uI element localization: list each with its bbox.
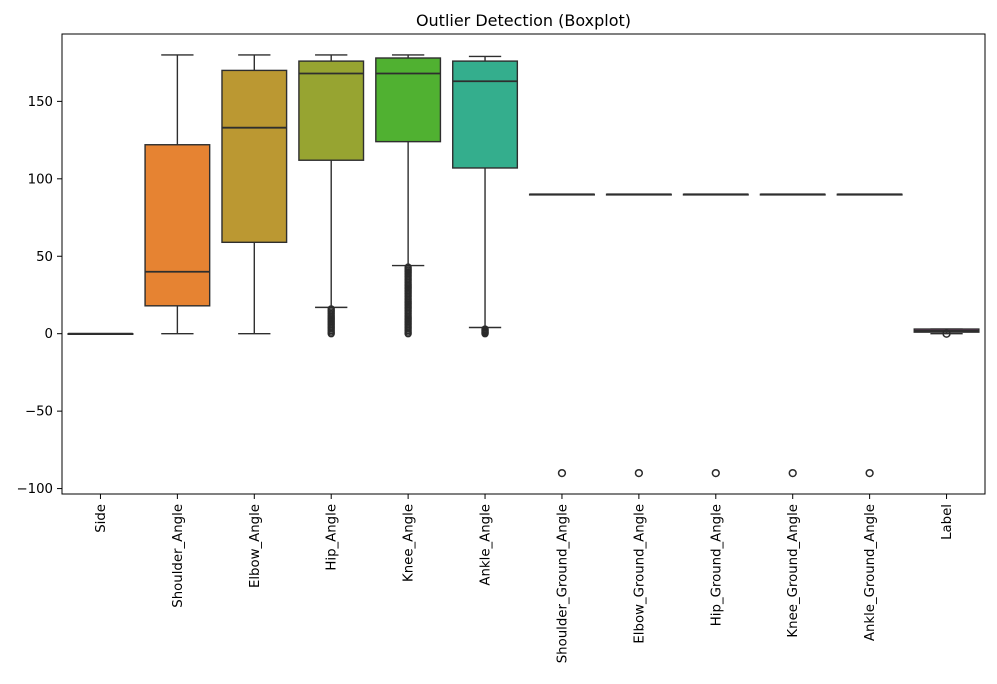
outlier-marker: [634, 468, 644, 478]
box-knee_ground_angle: [759, 193, 826, 478]
iqr-box: [452, 60, 519, 169]
box-knee_angle: [375, 54, 442, 338]
box-shoulder_angle: [144, 54, 211, 335]
box-elbow_ground_angle: [605, 193, 672, 478]
x-tick-label: Hip_Angle: [325, 504, 340, 571]
chart-title: Outlier Detection (Boxplot): [415, 11, 632, 30]
box-shoulder_ground_angle: [528, 193, 595, 478]
y-tick-label: −50: [25, 405, 53, 420]
outlier-marker: [481, 325, 489, 333]
y-tick-label: −100: [16, 482, 53, 497]
iqr-box: [298, 60, 365, 161]
box-side: [67, 332, 134, 335]
outlier-marker: [788, 468, 797, 478]
plot-frame: [61, 33, 986, 495]
x-tick-label: Knee_Angle: [402, 504, 417, 582]
box-ankle_ground_angle: [836, 193, 903, 478]
outlier-marker: [327, 305, 335, 313]
x-tick-label: Ankle_Ground_Angle: [863, 504, 878, 641]
outlier-marker: [557, 468, 567, 478]
iqr-box: [221, 69, 288, 244]
x-tick-label: Knee_Ground_Angle: [786, 504, 801, 638]
x-tick-label: Shoulder_Ground_Angle: [555, 504, 570, 663]
box-ankle_angle: [452, 55, 519, 338]
box-label: [913, 328, 980, 338]
y-axis: −100 −50 0 50 100 150: [16, 95, 62, 497]
outlier-marker: [942, 329, 951, 338]
x-tick-label: Hip_Ground_Angle: [709, 504, 724, 626]
x-tick-label: Shoulder_Angle: [171, 504, 186, 608]
x-tick-label: Elbow_Ground_Angle: [632, 504, 647, 644]
y-tick-label: 100: [28, 172, 53, 187]
outlier-marker: [404, 263, 412, 271]
y-tick-label: 50: [36, 250, 53, 265]
y-tick-label: 150: [28, 95, 53, 110]
outlier-marker: [865, 468, 874, 478]
y-tick-label: 0: [45, 327, 53, 342]
box-elbow_angle: [221, 54, 288, 335]
x-axis: Side Shoulder_Angle Elbow_Angle Hip_Angle Kn…: [94, 494, 955, 663]
x-tick-label: Ankle_Angle: [479, 504, 494, 586]
iqr-box: [144, 144, 211, 307]
x-tick-label: Side: [94, 504, 109, 533]
outlier-marker: [711, 468, 720, 478]
box-hip_angle: [298, 54, 365, 338]
iqr-box: [375, 57, 442, 143]
x-tick-label: Label: [940, 504, 955, 540]
x-tick-label: Elbow_Angle: [248, 504, 263, 588]
box-hip_ground_angle: [682, 193, 749, 478]
